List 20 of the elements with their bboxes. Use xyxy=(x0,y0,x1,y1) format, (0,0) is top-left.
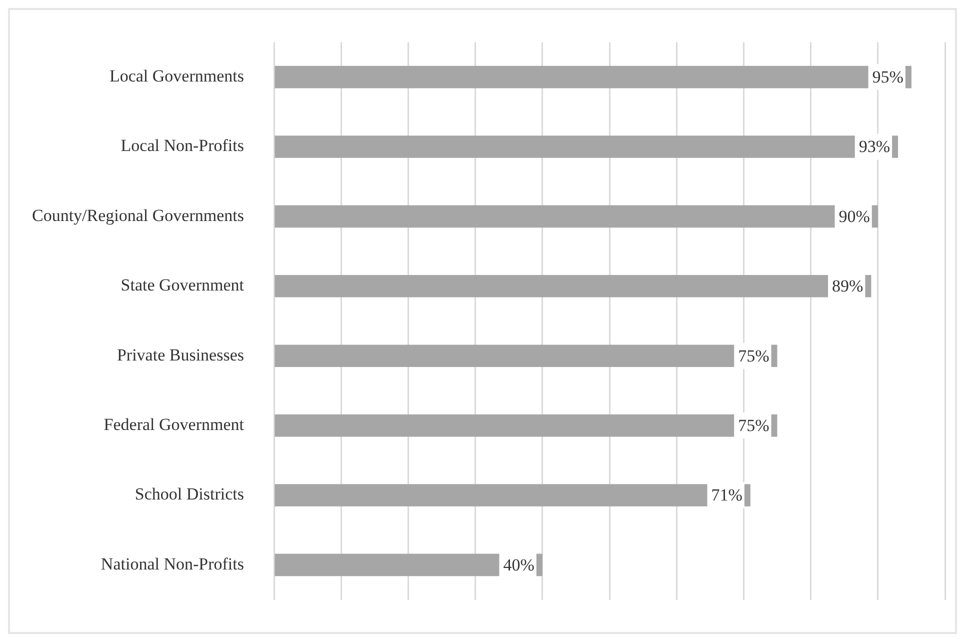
y-tick-label: School Districts xyxy=(134,484,244,504)
y-tick-label: County/Regional Governments xyxy=(32,206,244,225)
data-label: 75% xyxy=(738,416,770,436)
y-tick-label: Private Businesses xyxy=(116,345,244,364)
data-label: 90% xyxy=(838,206,870,226)
data-label: 71% xyxy=(711,486,742,505)
y-tick-label: Local Non-Profits xyxy=(120,136,244,156)
data-label: 40% xyxy=(503,555,534,574)
bar xyxy=(274,414,778,437)
y-tick-label: Local Governments xyxy=(109,66,244,86)
bar xyxy=(274,275,872,298)
bar xyxy=(274,205,878,228)
y-tick-label: National Non-Profits xyxy=(100,554,244,574)
y-tick-label: Federal Government xyxy=(104,415,244,434)
data-label: 93% xyxy=(858,137,890,156)
data-label: 95% xyxy=(872,68,904,87)
data-label: 89% xyxy=(832,276,864,296)
y-tick-label: State Government xyxy=(120,276,244,295)
data-label: 75% xyxy=(738,346,770,366)
bar xyxy=(274,66,912,88)
